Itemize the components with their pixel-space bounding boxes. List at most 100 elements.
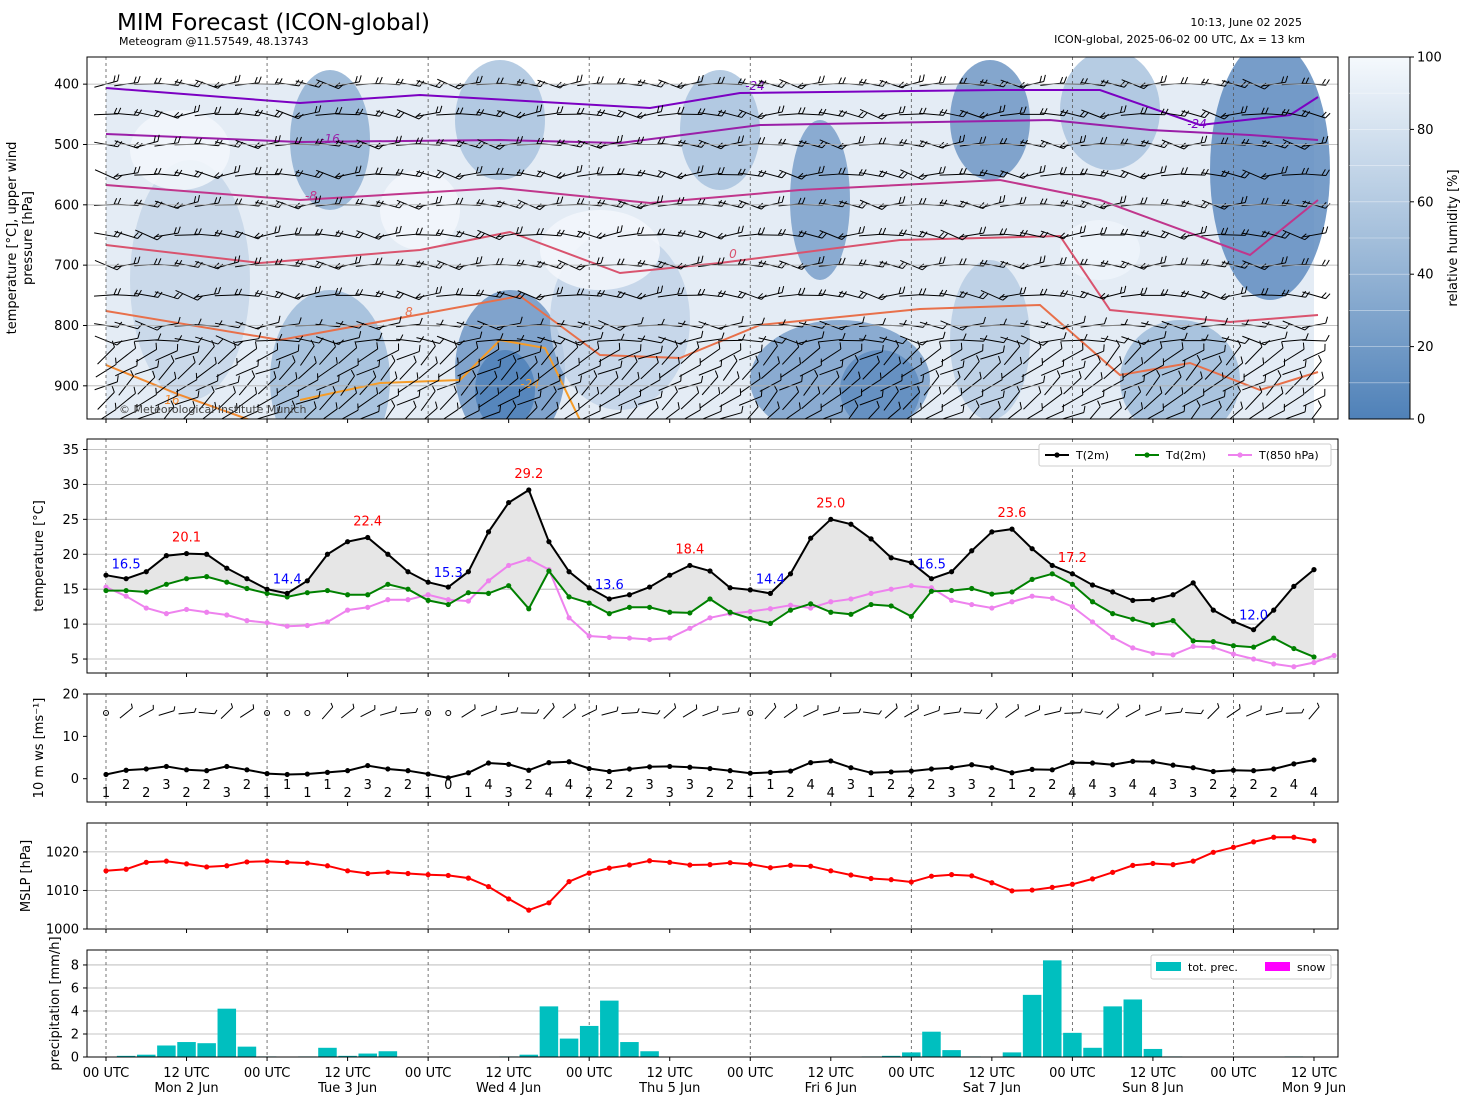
wind-barb-flag xyxy=(963,333,967,340)
wind-barb-flag xyxy=(596,167,600,174)
wind-speed-point xyxy=(828,758,834,764)
wind-barb-flag xyxy=(358,75,362,82)
wind-barb xyxy=(738,227,766,237)
wind-barb-shaft xyxy=(178,711,195,715)
t2m-point xyxy=(1150,597,1156,603)
wind-barb-flag xyxy=(717,109,723,116)
wind-barb-flag xyxy=(1224,317,1229,325)
wind-barb-flag xyxy=(516,707,519,712)
wind-barb-flag xyxy=(1003,336,1009,343)
wind-barb-flag xyxy=(500,257,504,265)
isotherm-label: -24 xyxy=(520,377,540,391)
wind-barb-flag xyxy=(1244,262,1250,269)
wind-barb-shaft xyxy=(1100,291,1125,299)
wind-barb xyxy=(375,168,404,176)
wind-barb-flag xyxy=(137,323,143,330)
wind-barb xyxy=(1302,226,1329,238)
min-temp-label: 16.5 xyxy=(112,558,141,573)
wind-barb-flag xyxy=(499,144,505,150)
wind-barb-flag xyxy=(515,292,522,298)
wind-barb-shaft xyxy=(601,710,618,716)
wind-barb xyxy=(1302,291,1331,300)
wind-barb-flag xyxy=(173,706,176,711)
wind-barb-flag xyxy=(938,166,942,174)
wind-barb-flag xyxy=(717,232,723,239)
wind-barb-flag xyxy=(1321,292,1327,298)
precip-bar xyxy=(640,1051,659,1057)
wind-barb-shaft xyxy=(941,349,963,363)
min-temp-label: 12.0 xyxy=(1239,609,1268,624)
wind-barb-flag xyxy=(918,263,925,269)
wind-barb xyxy=(1106,703,1120,719)
wind-barb-flag xyxy=(113,263,119,269)
wind-barb-flag xyxy=(938,76,942,84)
t850-point xyxy=(163,611,169,617)
wind-barb-flag xyxy=(1318,355,1322,362)
wind-barb-shaft xyxy=(158,361,175,381)
wind-barb-flag xyxy=(681,196,685,204)
wind-barb xyxy=(154,291,183,300)
wind-barb-flag xyxy=(858,371,861,379)
t2m-point xyxy=(566,569,572,575)
wind-barb-shaft xyxy=(1105,345,1120,366)
wind-barb-shaft xyxy=(295,291,320,299)
wind-barb-flag xyxy=(740,343,742,351)
wind-barb-flag xyxy=(1038,705,1041,710)
mslp-point xyxy=(405,870,411,877)
wind-barb-flag xyxy=(354,231,361,238)
t2m-point xyxy=(1029,546,1035,552)
wind-barb-flag xyxy=(737,136,741,143)
wind-barb-shaft xyxy=(1041,410,1064,419)
wind-barb-shaft xyxy=(517,396,541,406)
wind-barb-flag xyxy=(761,227,766,234)
mslp-point xyxy=(1089,876,1096,882)
wind-barb-flag xyxy=(615,370,619,378)
wind-barb-flag xyxy=(1260,173,1267,179)
wind-barb-flag xyxy=(1038,340,1042,348)
wind-speed-point xyxy=(727,768,733,774)
wind-barb-shaft xyxy=(959,339,984,342)
wind-barb-flag xyxy=(236,358,238,365)
wind-barb-shaft xyxy=(1000,112,1024,117)
wind-barb-flag xyxy=(1321,227,1325,234)
wind-barb-flag xyxy=(1120,138,1125,145)
wind-barb-shaft xyxy=(778,232,803,238)
wind-barb-flag xyxy=(574,703,576,709)
wind-barb xyxy=(863,710,882,715)
wind-barb-flag xyxy=(1119,106,1123,113)
wind-barb-flag xyxy=(1119,356,1123,363)
wind-barb xyxy=(782,385,800,411)
wind-barb-flag xyxy=(334,107,339,114)
wind-barb xyxy=(496,334,525,342)
wind-barb-flag xyxy=(600,323,606,330)
wind-barb xyxy=(500,707,519,715)
wind-speed-label: 1 xyxy=(766,778,774,793)
wind-barb xyxy=(1241,287,1269,297)
wind-barb xyxy=(1040,166,1067,177)
wind-barb-shaft xyxy=(822,710,839,716)
day-label: Wed 4 Jun xyxy=(476,1081,541,1096)
wind-barb xyxy=(982,355,1001,380)
wind-barb-flag xyxy=(818,76,821,83)
wind-barb-flag xyxy=(895,703,898,708)
wind-barb-flag xyxy=(1264,84,1271,90)
wind-barb-shaft xyxy=(1242,169,1265,180)
wind-barb xyxy=(357,342,379,363)
wind-barb-shaft xyxy=(939,173,964,176)
wind-barb-flag xyxy=(881,390,884,397)
wind-barb-flag xyxy=(798,230,803,237)
wind-barb-flag xyxy=(399,112,405,118)
wind-barb-shaft xyxy=(982,362,1001,380)
wind-barb-shaft xyxy=(1042,393,1063,409)
max-temp-label: 18.4 xyxy=(675,542,704,557)
precip-bar xyxy=(579,1025,599,1057)
wind-barb-flag xyxy=(695,704,698,709)
wind-barb-flag xyxy=(1265,287,1269,295)
wind-barb xyxy=(177,355,196,380)
wind-barb-shaft xyxy=(919,112,944,116)
wind-barb xyxy=(321,702,334,720)
wind-barb-flag xyxy=(721,110,727,117)
wind-barb-shaft xyxy=(1246,709,1262,717)
wind-barb-flag xyxy=(496,290,501,297)
wind-barb-shaft xyxy=(1103,407,1122,419)
